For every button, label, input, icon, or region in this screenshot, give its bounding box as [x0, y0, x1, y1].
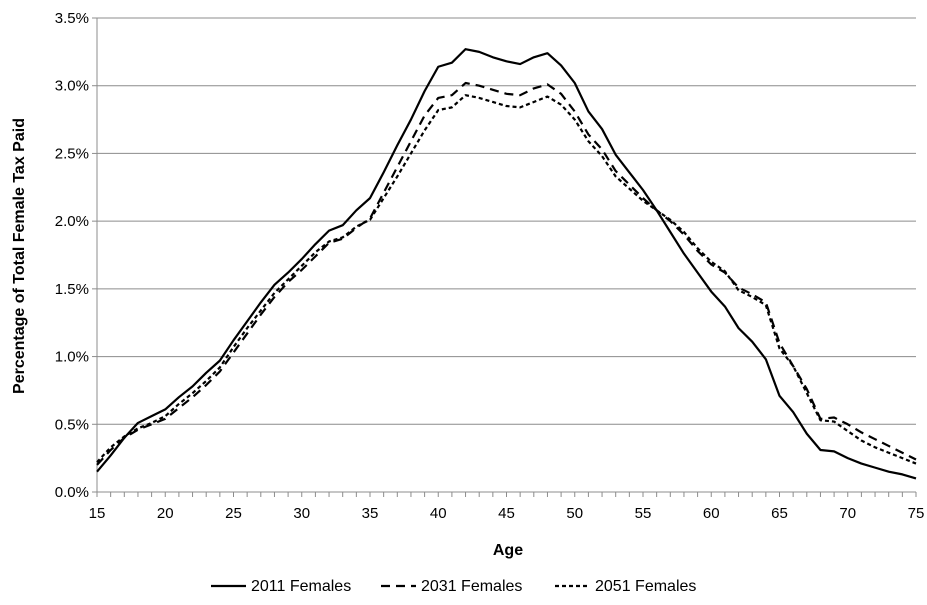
y-tick-label-7: 3.5% — [55, 10, 89, 27]
x-tick-label-9: 60 — [703, 505, 720, 522]
series-line-1 — [96, 48, 917, 480]
y-tick-label-1: 0.5% — [55, 416, 89, 433]
x-tick-label-4: 35 — [362, 505, 379, 522]
series-line-3 — [96, 94, 917, 465]
legend-label-2: 2031 Females — [421, 578, 522, 595]
x-tick-label-6: 45 — [498, 505, 515, 522]
x-tick-label-5: 40 — [430, 505, 447, 522]
series-line-2 — [96, 81, 917, 466]
legend-label-1: 2011 Females — [251, 578, 351, 595]
x-tick-label-2: 25 — [225, 505, 242, 522]
y-tick-label-0: 0.0% — [55, 484, 89, 501]
x-tick-label-1: 20 — [157, 505, 174, 522]
x-tick-label-11: 70 — [839, 505, 856, 522]
x-tick-label-0: 15 — [89, 505, 106, 522]
y-tick-label-2: 1.0% — [55, 349, 89, 366]
x-tick-label-12: 75 — [908, 505, 925, 522]
x-tick-labels: 15 20 25 30 35 40 45 50 55 60 65 70 75 — [89, 505, 925, 522]
x-tick-label-8: 55 — [635, 505, 652, 522]
x-tick-label-7: 50 — [566, 505, 583, 522]
x-tick-label-10: 65 — [771, 505, 788, 522]
legend: 2011 Females 2031 Females 2051 Females — [211, 578, 696, 595]
axes — [92, 17, 917, 497]
y-tick-labels: 0.0% 0.5% 1.0% 1.5% 2.0% 2.5% 3.0% 3.5% — [55, 10, 89, 501]
series-lines — [96, 48, 917, 480]
y-tick-label-3: 1.5% — [55, 281, 89, 298]
y-tick-label-4: 2.0% — [55, 213, 89, 230]
y-tick-label-6: 3.0% — [55, 78, 89, 95]
x-tick-label-3: 30 — [293, 505, 310, 522]
x-axis-title: Age — [493, 542, 523, 559]
y-tick-label-5: 2.5% — [55, 145, 89, 162]
gridlines — [97, 17, 916, 425]
y-axis-title: Percentage of Total Female Tax Paid — [11, 118, 28, 394]
legend-label-3: 2051 Females — [595, 578, 696, 595]
